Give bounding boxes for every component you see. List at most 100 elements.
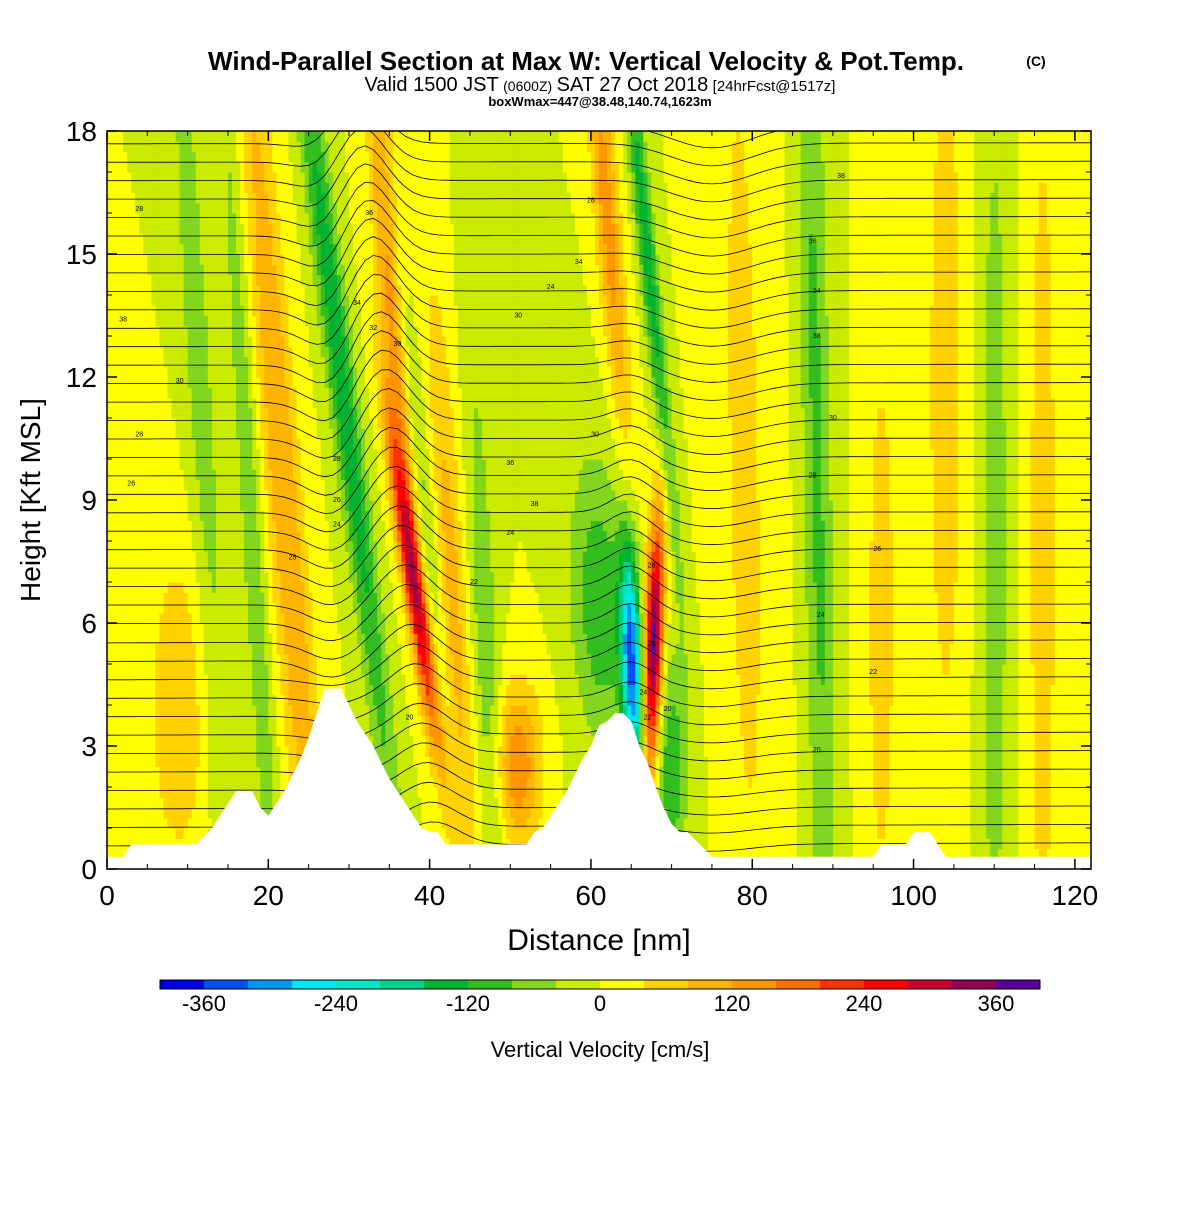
velocity-cell [163, 131, 169, 142]
velocity-cell [272, 295, 277, 306]
velocity-cell [179, 315, 185, 327]
velocity-cell [357, 223, 362, 235]
velocity-cell [256, 274, 261, 286]
velocity-cell [320, 571, 326, 583]
velocity-cell [191, 202, 197, 214]
velocity-cell [163, 664, 169, 675]
velocity-cell [167, 315, 173, 327]
velocity-cell [353, 418, 358, 429]
velocity-cell [304, 264, 310, 276]
velocity-cell [167, 325, 173, 337]
velocity-cell [227, 520, 233, 532]
velocity-cell [163, 725, 169, 737]
velocity-cell [131, 602, 136, 614]
velocity-cell [187, 213, 193, 224]
valid-prefix: Valid 1500 JST [365, 74, 499, 96]
velocity-cell [244, 141, 249, 153]
velocity-cell [127, 469, 132, 481]
velocity-cell [219, 366, 225, 378]
velocity-cell [292, 694, 298, 706]
velocity-cell [353, 582, 358, 593]
velocity-cell [111, 633, 116, 645]
velocity-cell [143, 459, 148, 470]
velocity-cell [236, 213, 241, 224]
velocity-cell [211, 551, 217, 563]
velocity-cell [312, 131, 318, 142]
velocity-cell [348, 223, 354, 235]
velocity-cell [227, 172, 233, 183]
velocity-cell [219, 438, 225, 450]
velocity-cell [143, 602, 148, 614]
velocity-cell [340, 520, 346, 532]
velocity-cell [260, 756, 265, 768]
velocity-cell [272, 151, 277, 163]
velocity-cell [135, 264, 140, 276]
velocity-cell [385, 766, 390, 778]
velocity-cell [332, 438, 338, 450]
velocity-cell [135, 653, 140, 665]
velocity-cell [361, 243, 366, 255]
valid-utc: (0600Z) [503, 78, 552, 94]
velocity-cell [143, 643, 148, 655]
velocity-cell [308, 387, 314, 399]
velocity-cell [131, 797, 136, 809]
velocity-cell [328, 541, 334, 552]
velocity-cell [107, 315, 112, 327]
velocity-cell [377, 182, 382, 194]
velocity-cell [248, 202, 253, 214]
velocity-cell [111, 653, 116, 665]
velocity-cell [199, 264, 205, 276]
velocity-cell [268, 633, 273, 645]
velocity-cell [320, 469, 326, 481]
velocity-cell [151, 469, 156, 481]
velocity-cell [199, 438, 205, 450]
velocity-cell [111, 325, 116, 337]
velocity-cell [127, 530, 132, 542]
velocity-cell [159, 151, 165, 163]
velocity-cell [288, 264, 294, 276]
velocity-cell [195, 264, 201, 276]
velocity-cell [195, 243, 201, 255]
velocity-cell [171, 131, 177, 142]
velocity-cell [147, 141, 152, 153]
velocity-cell [175, 254, 181, 265]
velocity-cell [348, 602, 354, 614]
velocity-cell [171, 510, 177, 522]
velocity-cell [227, 623, 233, 634]
velocity-cell [344, 520, 350, 532]
velocity-cell [183, 233, 189, 245]
velocity-cell [324, 520, 330, 532]
velocity-cell [332, 172, 338, 183]
velocity-cell [280, 202, 286, 214]
velocity-cell [215, 746, 221, 757]
velocity-cell [244, 530, 249, 542]
velocity-cell [199, 500, 205, 511]
velocity-cell [135, 551, 140, 563]
velocity-cell [223, 202, 229, 214]
velocity-cell [215, 541, 221, 552]
velocity-cell [260, 602, 265, 614]
velocity-cell [191, 418, 197, 429]
velocity-cell [260, 469, 265, 481]
velocity-cell [244, 182, 249, 194]
velocity-cell [336, 325, 342, 337]
velocity-cell [252, 151, 257, 163]
velocity-cell [211, 807, 217, 819]
velocity-cell [187, 746, 193, 757]
velocity-cell [373, 623, 378, 634]
velocity-cell [135, 510, 140, 522]
velocity-cell [159, 233, 165, 245]
velocity-cell [264, 612, 269, 624]
velocity-cell [240, 264, 245, 276]
velocity-cell [203, 828, 209, 839]
velocity-cell [252, 448, 257, 460]
velocity-cell [264, 510, 269, 522]
velocity-cell [248, 182, 253, 194]
velocity-cell [369, 571, 374, 583]
velocity-cell [183, 131, 189, 142]
velocity-cell [316, 418, 322, 429]
velocity-cell [135, 694, 140, 706]
velocity-cell [159, 377, 165, 388]
velocity-cell [159, 274, 165, 286]
velocity-cell [227, 479, 233, 491]
